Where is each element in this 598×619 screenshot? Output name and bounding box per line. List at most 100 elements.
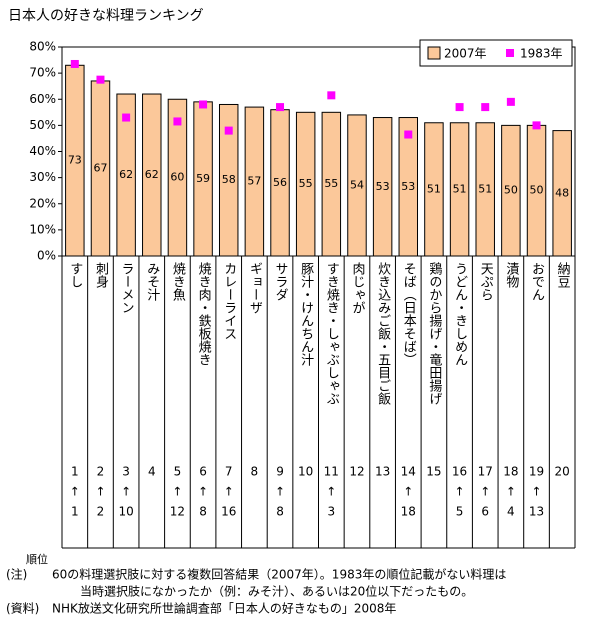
bar-value-label: 55 xyxy=(299,177,313,190)
rank-arrow: ↑ xyxy=(172,485,182,499)
y-tick-label: 70% xyxy=(29,66,56,80)
rank-2007: 19 xyxy=(529,465,544,479)
bar xyxy=(552,130,572,257)
rank-1983: 18 xyxy=(401,505,416,519)
x-tick-label: おでん xyxy=(529,262,544,301)
x-tick-label: 焼き魚 xyxy=(170,262,186,301)
rank-2007: 15 xyxy=(426,465,441,479)
rank-arrow: ↑ xyxy=(121,485,131,499)
plot-area xyxy=(61,46,576,257)
bar-value-label: 58 xyxy=(222,173,236,186)
rank-2007: 9 xyxy=(276,465,284,479)
bar-value-label: 73 xyxy=(68,154,82,167)
rank-arrow: ↑ xyxy=(198,485,208,499)
rank-arrow: ↑ xyxy=(455,485,465,499)
legend-swatch xyxy=(506,49,514,57)
bar-value-label: 51 xyxy=(478,182,492,195)
rank-1983: 12 xyxy=(170,505,185,519)
y-tick-label: 60% xyxy=(29,92,56,106)
bar xyxy=(321,111,342,257)
note-tag: (資料) xyxy=(6,602,39,616)
x-tick-label: ギョーザ xyxy=(247,262,263,314)
marker xyxy=(199,100,208,109)
rank-2007: 18 xyxy=(503,465,518,479)
x-tick-label: 豚汁・けんちん汁 xyxy=(298,262,314,366)
bar-value-label: 59 xyxy=(196,172,210,185)
rank-1983: 6 xyxy=(481,505,489,519)
bar xyxy=(295,111,316,257)
bar xyxy=(475,122,495,257)
marker xyxy=(481,103,490,112)
bar-value-label: 48 xyxy=(555,186,569,199)
bar-value-label: 53 xyxy=(376,180,390,193)
bar xyxy=(501,124,521,257)
rank-2007: 8 xyxy=(251,465,259,479)
bar xyxy=(218,103,239,257)
marker xyxy=(96,75,105,84)
rank-arrow: ↑ xyxy=(224,485,234,499)
rank-2007: 5 xyxy=(174,465,182,479)
note-line: 60の料理選択肢に対する複数回答結果（2007年）。1983年の順位記載がない料… xyxy=(52,567,506,582)
x-tick-label: ラーメン xyxy=(119,262,134,314)
rank-arrow: ↑ xyxy=(95,485,105,499)
x-tick-label: 鶏のから揚げ・竜田揚げ xyxy=(426,262,442,405)
rank-1983: 1 xyxy=(71,505,79,519)
legend-label: 1983年 xyxy=(520,47,563,61)
rank-2007: 13 xyxy=(375,465,390,479)
bar xyxy=(347,114,367,257)
rank-2007: 14 xyxy=(401,465,416,479)
bar-value-label: 54 xyxy=(350,178,364,191)
rank-2007: 2 xyxy=(97,465,105,479)
rank-1983: 13 xyxy=(529,505,544,519)
bar-value-label: 60 xyxy=(170,171,184,184)
bar-value-label: 62 xyxy=(119,168,133,181)
marker xyxy=(276,103,285,112)
rank-arrow: ↑ xyxy=(70,485,80,499)
x-tick-label: 炊き込みご飯・五目ご飯 xyxy=(375,262,391,405)
bar xyxy=(142,93,162,257)
note-line: 当時選択肢になかったか（例：みそ汁）、あるいは20位以下だったもの。 xyxy=(80,584,473,599)
x-tick-label: みそ汁 xyxy=(144,262,160,301)
rank-2007: 16 xyxy=(452,465,467,479)
note-line: NHK放送文化研究所世論調査部「日本人の好きなもの」2008年 xyxy=(52,601,396,616)
x-tick-label: サラダ xyxy=(273,262,288,301)
rank-arrow: ↑ xyxy=(275,485,285,499)
rank-2007: 10 xyxy=(298,465,313,479)
rank-1983: 4 xyxy=(507,505,515,519)
y-tick-label: 0% xyxy=(37,249,56,263)
bar-value-label: 56 xyxy=(273,176,287,189)
bar-value-label: 53 xyxy=(401,180,415,193)
rank-2007: 12 xyxy=(349,465,364,479)
y-tick-label: 80% xyxy=(29,40,56,54)
x-tick-label: カレーライス xyxy=(221,262,236,340)
marker xyxy=(455,103,464,112)
rank-2007: 3 xyxy=(122,465,130,479)
rank-arrow: ↑ xyxy=(403,485,413,499)
legend-swatch xyxy=(427,46,441,60)
legend-box xyxy=(419,39,573,67)
x-tick-label: 天ぷら xyxy=(478,262,494,301)
rank-2007: 17 xyxy=(478,465,493,479)
bar xyxy=(424,122,444,257)
bar-value-label: 62 xyxy=(145,168,159,181)
rank-arrow: ↑ xyxy=(480,485,490,499)
rank-label: 順位 xyxy=(26,552,48,566)
rank-2007: 7 xyxy=(225,465,233,479)
y-tick-label: 50% xyxy=(29,118,56,132)
chart-title: 日本人の好きな料理ランキング xyxy=(8,8,204,24)
rank-arrow: ↑ xyxy=(326,485,336,499)
note-tag: (注) xyxy=(6,567,27,582)
y-tick-label: 10% xyxy=(29,222,56,236)
x-tick-label: すき焼き・しゃぶしゃぶ xyxy=(324,262,340,405)
y-tick-label: 30% xyxy=(29,170,56,184)
rank-2007: 4 xyxy=(148,465,156,479)
rank-1983: 8 xyxy=(276,505,284,519)
rank-1983: 10 xyxy=(118,505,133,519)
x-tick-label: 納豆 xyxy=(555,262,571,288)
x-tick-label: 刺身 xyxy=(93,262,109,289)
rank-1983: 3 xyxy=(328,505,336,519)
bar-value-label: 55 xyxy=(324,177,338,190)
x-tick-label: 焼き肉・鉄板焼き xyxy=(196,262,212,366)
rank-2007: 11 xyxy=(324,465,339,479)
